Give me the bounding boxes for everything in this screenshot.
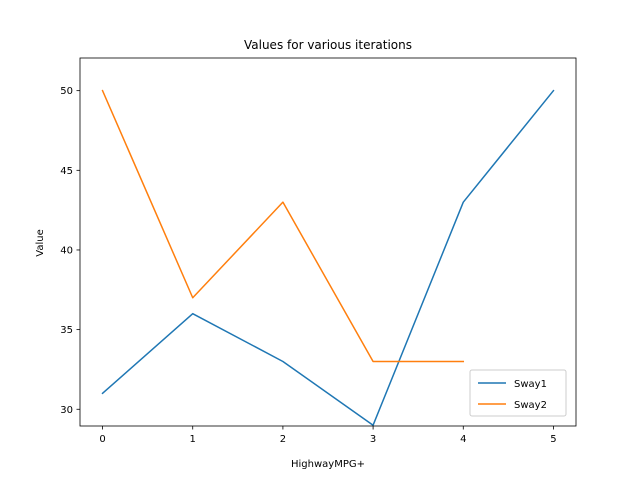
chart-title: Values for various iterations — [244, 38, 412, 52]
y-tick-label: 35 — [60, 325, 73, 336]
legend-label-sway1: Sway1 — [514, 379, 547, 390]
legend-label-sway2: Sway2 — [514, 400, 547, 411]
y-tick-label: 40 — [60, 245, 73, 256]
y-axis-label: Value — [35, 229, 46, 256]
x-tick-label: 4 — [460, 434, 466, 445]
y-tick-label: 30 — [60, 405, 73, 416]
series-line-sway2 — [101, 89, 465, 363]
x-tick-label: 3 — [370, 434, 376, 445]
axes-frame — [79, 57, 577, 427]
x-axis-label: HighwayMPG+ — [291, 459, 365, 470]
x-tick-label: 1 — [190, 434, 196, 445]
y-tick-label: 45 — [60, 166, 73, 177]
y-tick-label: 50 — [60, 86, 73, 97]
series-line-sway1 — [101, 89, 555, 426]
x-tick-label: 2 — [280, 434, 286, 445]
x-tick-label: 0 — [99, 434, 105, 445]
x-tick-label: 5 — [550, 434, 556, 445]
